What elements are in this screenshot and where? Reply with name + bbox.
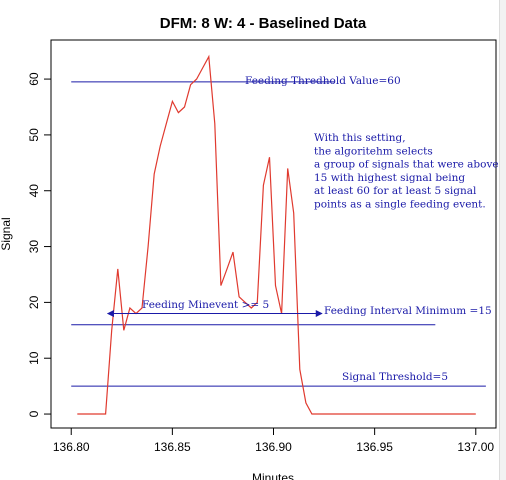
y-tick-label: 30 bbox=[27, 240, 41, 254]
annotations: Feeding Thredhold Value=60 Feeding Interv… bbox=[106, 75, 499, 383]
x-axis-label: Minutes bbox=[252, 471, 294, 480]
x-tick-label: 136.85 bbox=[154, 440, 191, 454]
y-tick-label: 20 bbox=[27, 295, 41, 309]
threshold-label-0: Feeding Thredhold Value=60 bbox=[245, 75, 401, 87]
window-edge bbox=[499, 0, 506, 480]
note-line: points as a single feeding event. bbox=[314, 199, 486, 211]
note-line: a group of signals that were above bbox=[314, 159, 499, 171]
x-axis: 136.80 136.85 136.90 136.95 137.00 bbox=[53, 427, 494, 454]
y-tick-label: 60 bbox=[27, 72, 41, 86]
note-line: at least 60 for at least 5 signal bbox=[314, 185, 477, 197]
threshold-label-1: Feeding Interval Minimum =15 bbox=[324, 305, 492, 317]
signal-line bbox=[77, 54, 476, 415]
y-tick-label: 10 bbox=[27, 351, 41, 365]
y-tick-label: 40 bbox=[27, 184, 41, 198]
x-tick-label: 136.95 bbox=[356, 440, 393, 454]
x-tick-label: 136.80 bbox=[53, 440, 90, 454]
note-line: With this setting, bbox=[314, 132, 406, 144]
minevent-label: Feeding Minevent >= 5 bbox=[142, 299, 269, 311]
y-tick-label: 50 bbox=[27, 128, 41, 142]
chart-title: DFM: 8 W: 4 - Baselined Data bbox=[160, 15, 367, 32]
threshold-label-2: Signal Threshold=5 bbox=[342, 371, 448, 383]
series-group bbox=[77, 54, 476, 415]
threshold-lines bbox=[71, 81, 486, 387]
x-tick-label: 136.90 bbox=[255, 440, 292, 454]
y-axis-label: Signal bbox=[0, 217, 13, 250]
y-axis: 0 10 20 30 40 50 60 bbox=[27, 72, 52, 417]
x-tick-label: 137.00 bbox=[457, 440, 494, 454]
note-line: 15 with highest signal being bbox=[314, 172, 465, 184]
y-tick-label: 0 bbox=[27, 410, 41, 417]
note-line: the algoritehm selects bbox=[314, 145, 433, 157]
